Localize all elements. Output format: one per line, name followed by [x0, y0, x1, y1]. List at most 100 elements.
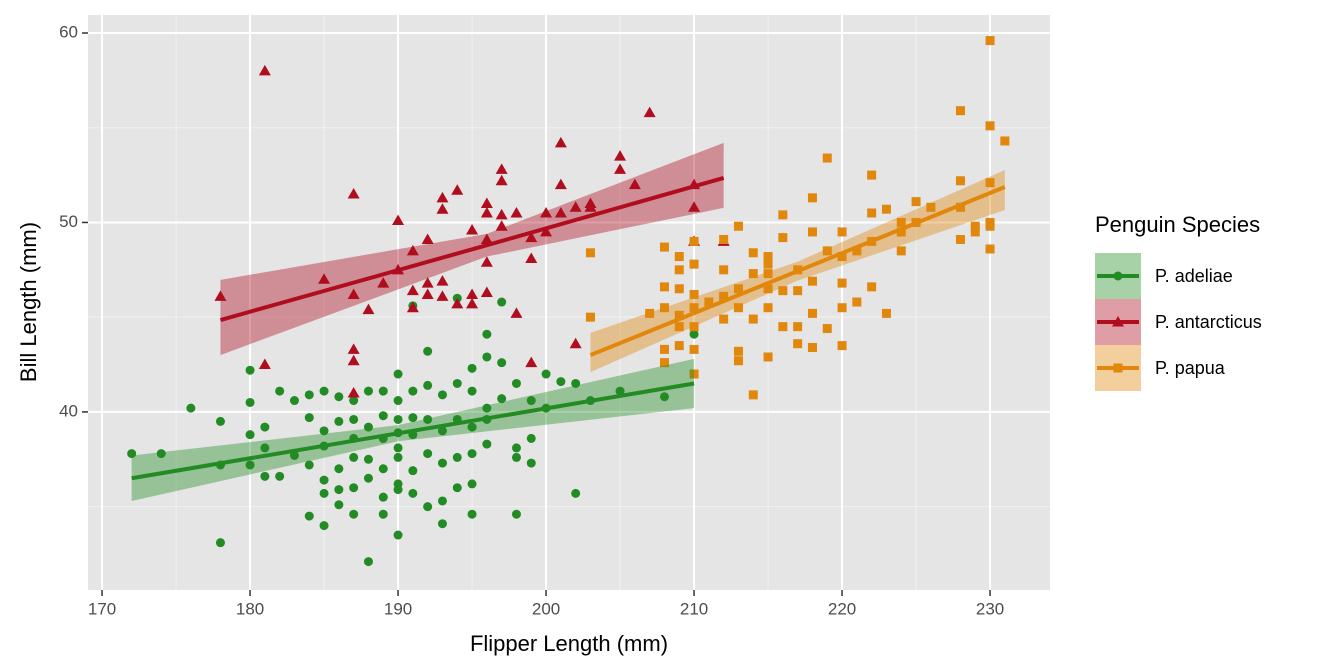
- point: [793, 286, 803, 296]
- point: [852, 297, 862, 307]
- point: [245, 430, 255, 440]
- point: [480, 197, 493, 209]
- point: [421, 277, 434, 288]
- point: [482, 352, 492, 362]
- point: [748, 248, 758, 258]
- point: [347, 354, 360, 366]
- point: [540, 206, 553, 218]
- point: [511, 452, 521, 462]
- point: [867, 282, 877, 292]
- point: [585, 312, 595, 322]
- point: [451, 184, 464, 195]
- point: [334, 464, 344, 474]
- point: [985, 121, 995, 131]
- point: [318, 273, 331, 284]
- point: [452, 378, 462, 388]
- point: [466, 288, 479, 299]
- point: [452, 452, 462, 462]
- fit-line: [219, 176, 725, 322]
- point: [215, 538, 225, 548]
- point: [778, 210, 788, 220]
- point: [378, 464, 388, 474]
- point: [362, 303, 375, 315]
- point: [349, 483, 359, 493]
- point: [467, 363, 477, 373]
- point: [304, 413, 314, 423]
- x-axis-title: Flipper Length (mm): [470, 631, 668, 656]
- point: [408, 466, 418, 476]
- point: [554, 136, 567, 148]
- point: [525, 231, 538, 243]
- point: [614, 163, 627, 174]
- point: [955, 106, 965, 116]
- point: [674, 322, 684, 332]
- point: [347, 188, 360, 199]
- point: [406, 284, 419, 296]
- point: [867, 208, 877, 218]
- point: [659, 392, 669, 402]
- point: [778, 233, 788, 243]
- point: [569, 337, 582, 349]
- point: [837, 341, 847, 351]
- point: [674, 252, 684, 262]
- x-tick-label: 190: [384, 599, 412, 618]
- point: [408, 413, 418, 423]
- legend-title: Penguin Species: [1095, 212, 1260, 237]
- point: [510, 307, 523, 318]
- point: [955, 176, 965, 186]
- point: [436, 191, 449, 203]
- point: [659, 242, 669, 252]
- point: [467, 449, 477, 459]
- point: [807, 276, 817, 286]
- point: [334, 485, 344, 495]
- point: [526, 458, 536, 468]
- point: [674, 310, 684, 320]
- point: [319, 488, 329, 498]
- point: [615, 386, 625, 396]
- point: [423, 380, 433, 390]
- point: [349, 396, 359, 406]
- fit-line: [131, 381, 695, 481]
- x-tick-label: 230: [976, 599, 1004, 618]
- point: [970, 221, 980, 231]
- point: [704, 297, 714, 307]
- point: [689, 303, 699, 313]
- point: [482, 403, 492, 413]
- point: [363, 557, 373, 567]
- point: [408, 488, 418, 498]
- point: [393, 396, 403, 406]
- point: [495, 174, 508, 186]
- point: [393, 452, 403, 462]
- point: [985, 178, 995, 188]
- point: [614, 150, 627, 161]
- point: [733, 303, 743, 313]
- point: [480, 256, 493, 267]
- point: [127, 449, 137, 459]
- point: [289, 450, 299, 460]
- point: [688, 201, 701, 212]
- point: [645, 308, 655, 318]
- point: [319, 386, 329, 396]
- point: [689, 289, 699, 299]
- point: [689, 369, 699, 379]
- x-tick-label: 200: [532, 599, 560, 618]
- point: [837, 278, 847, 288]
- point: [423, 414, 433, 424]
- point: [347, 343, 360, 354]
- legend-key-marker: [1112, 316, 1124, 327]
- point: [378, 386, 388, 396]
- point: [628, 178, 641, 190]
- point: [733, 284, 743, 294]
- point: [258, 64, 271, 76]
- point: [275, 386, 285, 396]
- point: [378, 411, 388, 421]
- point: [659, 358, 669, 368]
- point: [349, 509, 359, 519]
- point: [748, 269, 758, 279]
- point: [748, 390, 758, 400]
- x-tick-label: 210: [680, 599, 708, 618]
- point: [215, 416, 225, 426]
- point: [480, 233, 493, 245]
- point: [467, 479, 477, 489]
- point: [881, 204, 891, 214]
